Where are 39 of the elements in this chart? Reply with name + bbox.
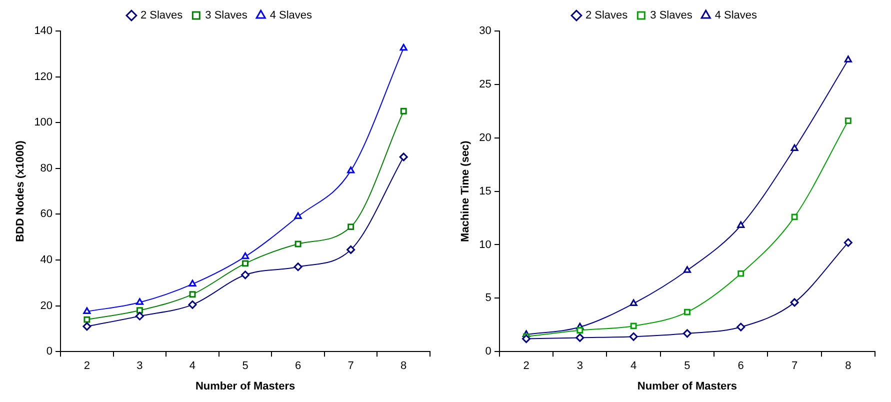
x-tick-label: 7 bbox=[791, 360, 798, 372]
y-tick-label: 100 bbox=[34, 116, 53, 129]
y-tick-label: 80 bbox=[40, 162, 53, 174]
x-tick-label: 8 bbox=[400, 360, 407, 372]
y-tick-label: 0 bbox=[46, 346, 53, 358]
y-tick-label: 25 bbox=[479, 78, 492, 90]
x-tick-label: 5 bbox=[684, 360, 690, 372]
x-tick-label: 2 bbox=[84, 360, 90, 372]
legend-label: 3 Slaves bbox=[650, 10, 693, 22]
y-tick-label: 120 bbox=[34, 70, 53, 83]
y-tick-label: 10 bbox=[479, 238, 492, 251]
y-tick-label: 30 bbox=[479, 25, 492, 38]
x-tick-label: 6 bbox=[294, 360, 302, 372]
x-tick-label: 4 bbox=[189, 360, 196, 372]
legend-label: 3 Slaves bbox=[205, 10, 248, 22]
x-tick-label: 4 bbox=[630, 360, 637, 372]
x-axis-title: Number of Masters bbox=[195, 380, 296, 392]
y-tick-label: 20 bbox=[40, 300, 53, 312]
legend-label: 2 Slaves bbox=[140, 10, 184, 22]
x-tick-label: 2 bbox=[523, 360, 530, 372]
y-tick-label: 60 bbox=[40, 208, 53, 220]
y-tick-label: 40 bbox=[40, 254, 53, 266]
x-tick-label: 3 bbox=[136, 360, 143, 372]
legend-label: 4 Slaves bbox=[270, 10, 313, 22]
legend-label: 4 Slaves bbox=[714, 10, 758, 22]
y-tick-label: 140 bbox=[34, 25, 53, 38]
x-tick-label: 6 bbox=[738, 360, 744, 372]
x-tick-label: 8 bbox=[845, 360, 852, 372]
x-tick-label: 3 bbox=[576, 360, 583, 372]
x-tick-label: 5 bbox=[242, 360, 248, 372]
y-tick-label: 0 bbox=[485, 346, 492, 358]
x-tick-label: 7 bbox=[348, 360, 354, 372]
legend-label: 2 Slaves bbox=[585, 10, 628, 22]
x-axis-title: Number of Masters bbox=[637, 380, 738, 392]
y-tick-label: 5 bbox=[485, 292, 492, 304]
y-tick-label: 15 bbox=[479, 185, 492, 198]
y-axis-title: Machine Time (sec) bbox=[460, 140, 472, 242]
y-tick-label: 20 bbox=[479, 132, 492, 144]
y-axis-title: BDD Nodes (x1000) bbox=[14, 140, 27, 242]
